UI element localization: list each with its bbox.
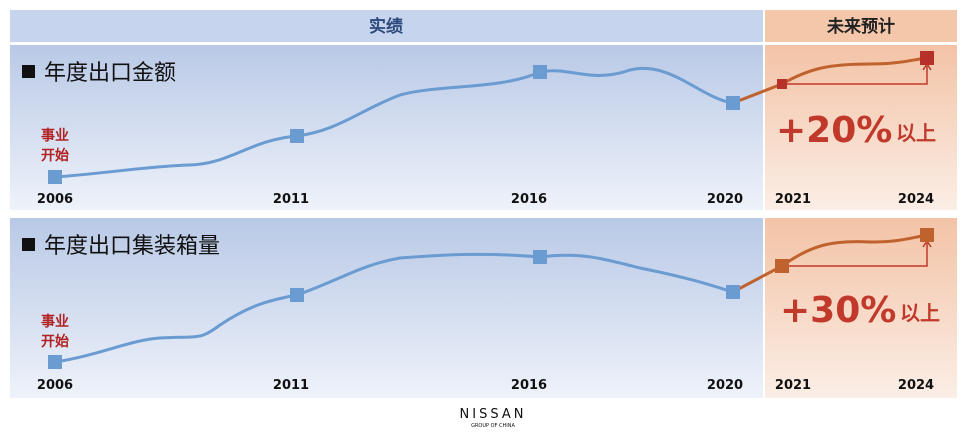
- marker: [726, 285, 740, 299]
- header-actual-bg: [10, 10, 763, 42]
- header-forecast-bg: [765, 10, 957, 42]
- marker: [775, 259, 789, 273]
- marker: [777, 79, 787, 89]
- growth-arrow: [782, 243, 928, 267]
- year-label: 2021: [775, 378, 811, 393]
- marker: [533, 250, 547, 264]
- year-label: 2020: [707, 378, 743, 393]
- title-square: [22, 238, 35, 251]
- start-label: 事业: [41, 127, 69, 144]
- marker: [920, 51, 934, 65]
- marker: [290, 288, 304, 302]
- year-label: 2024: [898, 192, 934, 207]
- header-actual: 实绩: [369, 16, 403, 37]
- logo-brand: NISSAN: [460, 407, 527, 422]
- panel-title: 年度出口集装箱量: [44, 234, 220, 259]
- growth-arrow: [782, 66, 928, 85]
- marker: [920, 228, 934, 242]
- trend-line: [54, 66, 734, 179]
- panel-bg: [10, 218, 763, 398]
- year-label: 2006: [37, 192, 73, 207]
- growth-suffix: 以上: [900, 301, 940, 325]
- marker: [48, 170, 62, 184]
- growth: +30%: [780, 290, 896, 331]
- start-label: 事业: [41, 313, 69, 330]
- year-label: 2016: [511, 378, 547, 393]
- forecast-line: [732, 56, 928, 105]
- marker: [48, 355, 62, 369]
- year-label: 2020: [707, 192, 743, 207]
- forecast-bg: [765, 45, 957, 210]
- marker: [533, 65, 547, 79]
- marker: [726, 96, 740, 110]
- year-label: 2011: [273, 378, 309, 393]
- forecast-line: [732, 233, 928, 294]
- start-label: 开始: [41, 333, 69, 350]
- forecast-bg: [765, 218, 957, 398]
- panel-title: 年度出口金额: [44, 61, 176, 86]
- growth: +20%: [776, 110, 892, 151]
- trend-line: [54, 252, 734, 364]
- logo-sub: GROUP OF CHINA: [471, 423, 515, 429]
- panel-bg: [10, 45, 763, 210]
- year-label: 2006: [37, 378, 73, 393]
- year-label: 2016: [511, 192, 547, 207]
- growth-suffix: 以上: [896, 121, 936, 145]
- year-label: 2024: [898, 378, 934, 393]
- header-forecast: 未来预计: [826, 16, 895, 37]
- year-label: 2011: [273, 192, 309, 207]
- year-label: 2021: [775, 192, 811, 207]
- start-label: 开始: [41, 147, 69, 164]
- title-square: [22, 65, 35, 78]
- marker: [290, 129, 304, 143]
